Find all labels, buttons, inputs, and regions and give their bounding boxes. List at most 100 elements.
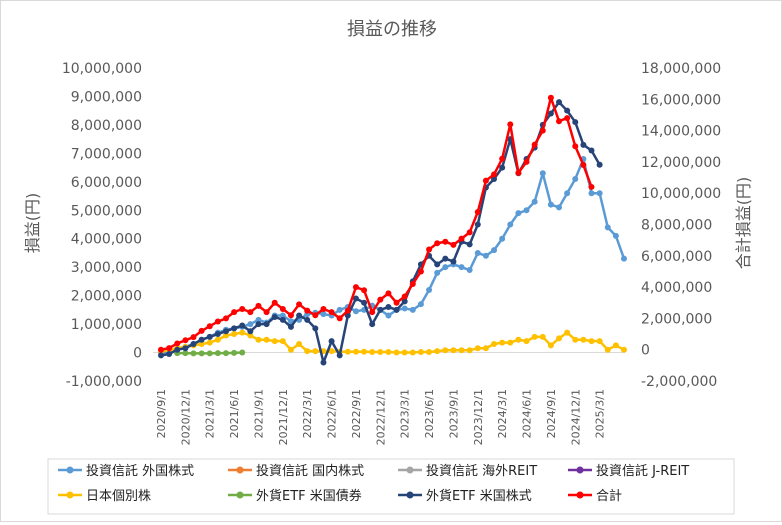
data-point <box>247 309 254 316</box>
data-point <box>556 335 563 342</box>
data-point <box>361 299 368 306</box>
y-tick-label: 1,000,000 <box>71 317 142 333</box>
x-tick-label: 2024/3/1 <box>496 389 509 438</box>
chart-title: 損益の推移 <box>347 19 437 40</box>
data-point <box>539 170 546 177</box>
legend-label: 投資信託 J-REIT <box>596 463 689 479</box>
x-tick-label: 2023/6/1 <box>423 389 436 438</box>
y-tick-label: 5,000,000 <box>71 203 142 219</box>
data-point <box>255 302 262 309</box>
data-point <box>182 350 189 357</box>
data-point <box>320 311 327 318</box>
data-point <box>621 255 627 262</box>
data-point <box>556 204 563 211</box>
data-point <box>385 290 392 297</box>
data-point <box>466 229 473 236</box>
x-tick-label: 2020/12/1 <box>179 389 192 445</box>
data-point <box>214 331 221 338</box>
data-point <box>426 286 433 293</box>
data-point <box>572 143 579 150</box>
data-point <box>434 240 441 247</box>
x-axis: 2020/9/1 2020/12/1 2021/3/1 2021/6/1 2021/9/… <box>155 389 607 445</box>
y2-axis-title: 合計損益(円) <box>734 177 753 270</box>
y2-tick-label: -2,000,000 <box>641 374 717 390</box>
y-axis-title: 損益(円) <box>23 193 42 254</box>
data-point <box>222 328 229 335</box>
data-point <box>474 221 481 228</box>
data-point <box>182 337 189 344</box>
x-tick-label: 2023/3/1 <box>399 389 412 438</box>
data-point <box>271 299 278 306</box>
x-tick-label: 2021/9/1 <box>252 389 265 438</box>
y2-tick-label: 18,000,000 <box>641 61 721 77</box>
data-point <box>442 255 449 262</box>
data-point <box>320 306 327 313</box>
data-point <box>499 155 506 162</box>
y-tick-label: 10,000,000 <box>62 61 142 77</box>
data-point <box>158 352 164 359</box>
data-point <box>458 347 465 354</box>
y2-tick-label: 14,000,000 <box>641 124 721 140</box>
data-point <box>482 177 489 184</box>
data-point <box>247 321 254 328</box>
data-point <box>304 307 311 314</box>
data-point <box>596 190 603 197</box>
y-axis-left: -1,000,000 0 1,000,000 2,000,000 3,000,000 4,… <box>62 61 142 390</box>
data-point <box>515 336 522 343</box>
data-point <box>231 325 238 332</box>
data-point <box>369 309 376 316</box>
legend-box <box>47 458 735 515</box>
y2-tick-label: 12,000,000 <box>641 155 721 171</box>
data-point <box>466 241 473 248</box>
x-tick-label: 2024/9/1 <box>545 389 558 438</box>
data-point <box>409 280 416 287</box>
data-point <box>222 315 229 322</box>
data-point <box>596 338 603 345</box>
x-tick-label: 2022/6/1 <box>326 389 339 438</box>
data-point <box>507 221 514 228</box>
data-point <box>539 333 546 340</box>
data-point <box>401 293 408 300</box>
data-point <box>572 119 579 126</box>
data-point <box>271 313 278 320</box>
data-point <box>450 258 457 265</box>
data-point <box>206 323 213 330</box>
x-tick-label: 2024/12/1 <box>569 389 582 445</box>
data-point <box>612 232 619 239</box>
data-point <box>450 347 457 354</box>
series-line-0 <box>160 157 626 354</box>
data-point <box>580 141 587 148</box>
data-point <box>531 333 538 340</box>
data-point <box>320 359 327 366</box>
data-point <box>279 312 286 319</box>
data-point <box>239 306 246 313</box>
data-point <box>474 249 481 256</box>
data-point <box>409 306 416 313</box>
data-point <box>564 329 571 336</box>
data-point <box>588 190 595 197</box>
data-point <box>239 349 246 356</box>
data-point <box>547 201 554 208</box>
data-point <box>312 325 319 332</box>
data-point <box>158 346 164 353</box>
x-tick-label: 2021/3/1 <box>204 389 217 438</box>
data-point <box>336 352 343 359</box>
data-point <box>182 345 189 352</box>
data-point <box>499 164 506 171</box>
data-point <box>361 348 368 355</box>
y-tick-label: 2,000,000 <box>71 289 142 305</box>
data-point <box>604 346 611 353</box>
data-point <box>328 338 335 345</box>
data-point <box>352 348 359 355</box>
data-point <box>426 246 433 253</box>
data-point <box>231 349 238 356</box>
data-point <box>442 264 449 271</box>
data-point <box>296 341 303 348</box>
data-point <box>491 175 498 182</box>
x-tick-label: 2021/6/1 <box>228 389 241 438</box>
data-point <box>279 306 286 313</box>
data-point <box>450 241 457 248</box>
data-point <box>206 350 213 357</box>
data-point <box>572 175 579 182</box>
data-point <box>304 348 311 355</box>
